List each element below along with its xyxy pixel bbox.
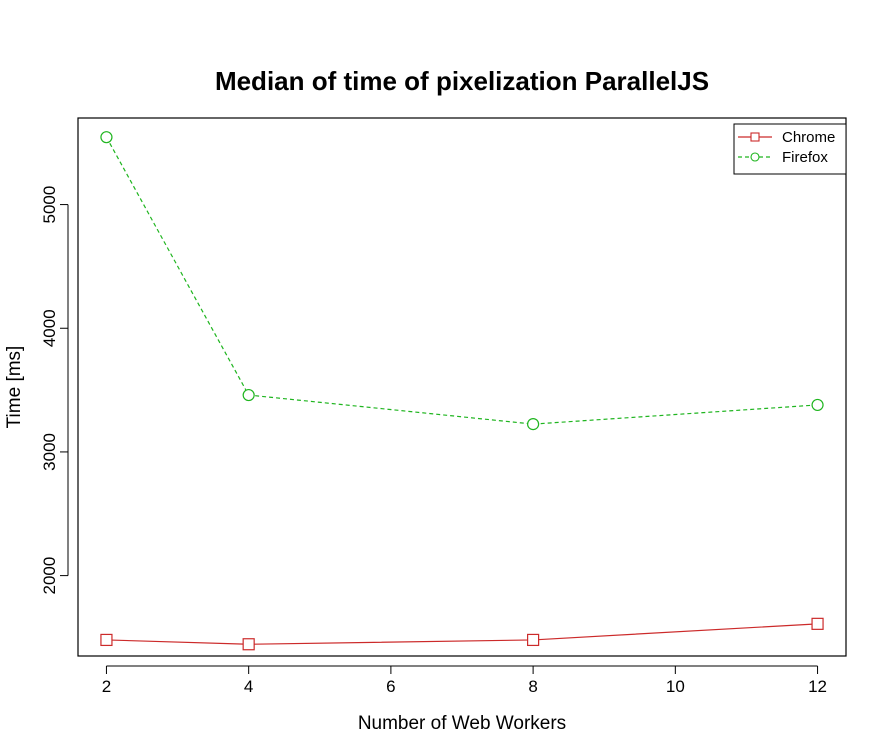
legend-firefox-marker	[750, 152, 760, 162]
firefox-point	[242, 388, 255, 402]
y-tick-label: 3000	[40, 433, 59, 471]
chrome-point	[242, 638, 255, 651]
legend-firefox-label: Firefox	[782, 149, 828, 166]
x-tick-label: 8	[528, 677, 537, 696]
y-tick-label: 5000	[40, 186, 59, 224]
legend-chrome-marker	[750, 132, 760, 142]
firefox-point	[527, 418, 540, 431]
x-tick-label: 12	[808, 677, 827, 696]
chrome-series-line	[106, 623, 818, 645]
y-tick-label: 4000	[40, 309, 59, 347]
firefox-point	[100, 131, 113, 144]
legend-box	[733, 123, 847, 175]
firefox-series-line	[105, 136, 818, 425]
x-tick-label: 10	[666, 677, 685, 696]
legend: Chrome Firefox	[733, 123, 847, 175]
x-tick-label: 2	[102, 677, 111, 696]
chrome-point	[527, 633, 540, 647]
legend-chrome-label: Chrome	[782, 129, 835, 146]
x-tick-label: 4	[244, 677, 253, 696]
x-axis: 2 4 6 8 10 12	[102, 665, 827, 696]
y-tick-label: 2000	[40, 557, 59, 595]
chrome-point	[100, 633, 113, 647]
plot-area-frame	[77, 117, 847, 657]
y-axis: 2000 3000 4000 5000	[40, 186, 69, 595]
x-axis-label: Number of Web Workers	[358, 713, 566, 734]
x-tick-label: 6	[386, 677, 395, 696]
chart-title: Median of time of pixelization ParallelJ…	[215, 66, 709, 96]
series-layer	[100, 131, 824, 651]
chrome-point	[811, 617, 824, 630]
y-axis-label: Time [ms]	[4, 346, 25, 429]
firefox-point	[811, 398, 824, 412]
